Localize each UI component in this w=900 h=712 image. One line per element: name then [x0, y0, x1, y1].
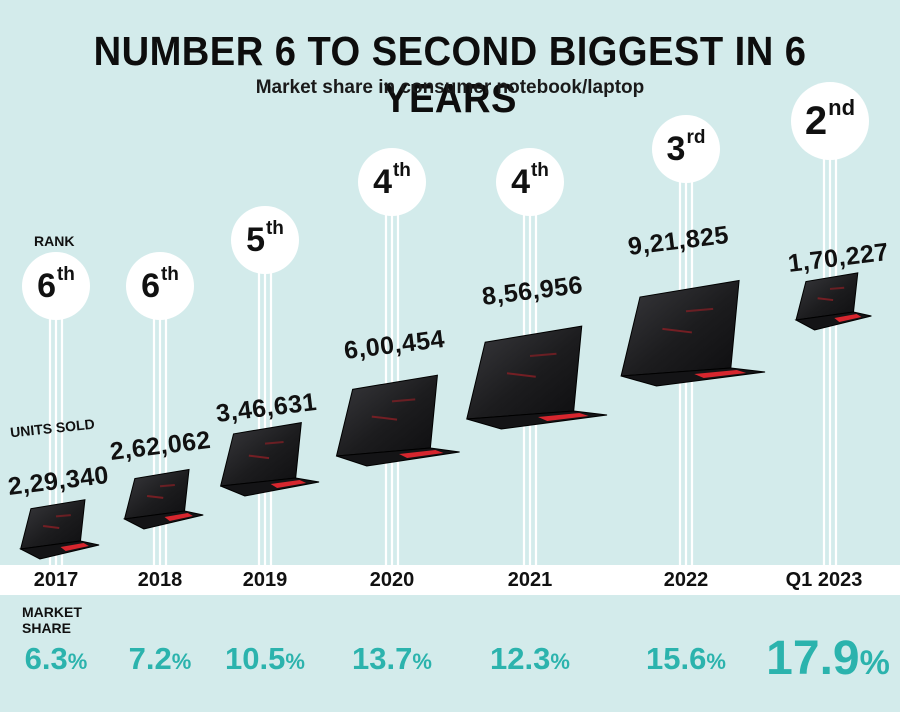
- market-share-number: 15.6: [646, 641, 707, 676]
- rank-stand-2: [257, 240, 273, 565]
- rank-suffix: th: [56, 264, 75, 285]
- market-share-number: 13.7: [352, 641, 413, 676]
- market-share-value: 7.2%: [90, 641, 230, 677]
- rank-suffix: th: [530, 160, 549, 181]
- year-tick-label: 2022: [663, 569, 709, 591]
- rank-suffix: rd: [686, 127, 706, 148]
- year-tick-label: Q1 2023: [785, 569, 863, 591]
- laptop-bar-6: [794, 272, 872, 331]
- market-share-value: 17.9%: [758, 631, 898, 686]
- market-share-percent-sign: %: [67, 649, 88, 674]
- market-share-number: 17.9: [766, 632, 860, 685]
- market-share-percent-sign: %: [550, 649, 570, 674]
- rank-suffix: th: [265, 218, 284, 239]
- chart-subtitle: Market share in consumer notebook/laptop: [255, 77, 645, 98]
- year-tick-label: 2020: [369, 569, 415, 591]
- rank-number: 4: [373, 162, 392, 201]
- rank-suffix: th: [392, 160, 411, 181]
- rank-stand-3: [384, 182, 400, 565]
- year-axis-band: [0, 565, 900, 595]
- rank-suffix: nd: [828, 95, 856, 120]
- laptop-bar-2: [219, 421, 320, 497]
- market-share-number: 6.3: [24, 641, 68, 676]
- rank-number: 6: [37, 266, 56, 305]
- market-share-caption-line1: MARKET: [22, 604, 82, 620]
- rank-number: 6: [141, 266, 160, 305]
- rank-number: 2: [804, 98, 828, 143]
- market-share-caption: MARKET SHARE: [22, 604, 82, 636]
- year-tick-label: 2021: [507, 569, 553, 591]
- market-share-percent-sign: %: [859, 644, 890, 682]
- rank-caption: RANK: [34, 233, 75, 249]
- chart-canvas: [18, 121, 872, 565]
- laptop-bar-3: [335, 374, 460, 467]
- rank-suffix: th: [160, 264, 179, 285]
- rank-number: 4: [511, 162, 530, 201]
- laptop-bar-5: [620, 279, 766, 387]
- market-share-number: 12.3: [490, 641, 551, 676]
- market-share-value: 10.5%: [195, 641, 335, 677]
- chart-title: NUMBER 6 TO SECOND BIGGEST IN 6 YEARS: [93, 28, 807, 121]
- market-share-percent-sign: %: [412, 649, 432, 674]
- laptop-bar-0: [18, 499, 100, 560]
- market-share-value: 12.3%: [460, 641, 600, 677]
- rank-stand-6: [822, 121, 838, 565]
- laptop-bar-4: [466, 325, 608, 430]
- market-share-percent-sign: %: [706, 649, 726, 674]
- market-share-value: 13.7%: [322, 641, 462, 677]
- market-share-value: 6.3%: [0, 641, 126, 677]
- market-share-percent-sign: %: [285, 649, 305, 674]
- market-share-caption-line2: SHARE: [22, 620, 72, 636]
- rank-number: 5: [246, 220, 265, 259]
- rank-number: 3: [666, 129, 686, 168]
- market-share-percent-sign: %: [171, 649, 192, 674]
- year-tick-label: 2019: [242, 569, 288, 591]
- market-share-number: 10.5: [225, 641, 286, 676]
- year-tick-label: 2017: [33, 569, 79, 591]
- laptop-bar-1: [122, 468, 204, 530]
- market-share-number: 7.2: [128, 641, 172, 676]
- market-share-value: 15.6%: [616, 641, 756, 677]
- year-tick-label: 2018: [137, 569, 183, 591]
